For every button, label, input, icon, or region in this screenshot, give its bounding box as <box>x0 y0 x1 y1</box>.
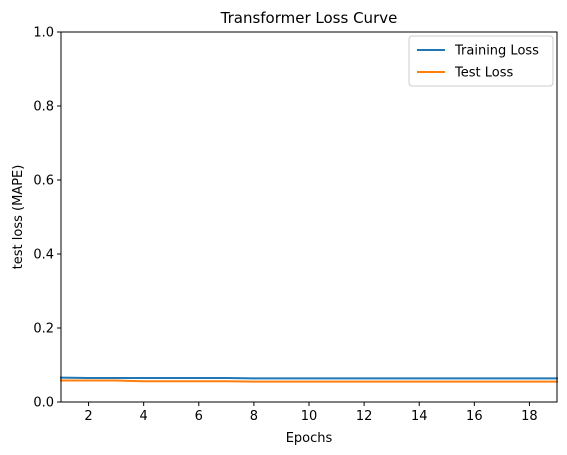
y-axis-label: test loss (MAPE) <box>11 165 26 270</box>
y-tick-label-4: 0.8 <box>33 100 54 115</box>
legend: Training Loss Test Loss <box>408 35 554 87</box>
series-layer <box>59 376 558 383</box>
legend-label-1: Test Loss <box>454 66 513 81</box>
x-tick-label-3: 8 <box>250 409 258 424</box>
x-tick-label-0: 2 <box>84 409 92 424</box>
x-tick-label-5: 12 <box>356 409 373 424</box>
y-tick-label-0: 0.0 <box>33 396 54 411</box>
y-tick-label-1: 0.2 <box>33 322 54 337</box>
x-tick-label-4: 10 <box>301 409 318 424</box>
y-tick-label-2: 0.4 <box>33 248 54 263</box>
series-line-0 <box>59 376 558 380</box>
x-tick-label-8: 18 <box>521 409 538 424</box>
y-tick-label-5: 1.0 <box>33 26 54 41</box>
series-line-1 <box>60 379 558 383</box>
x-tick-label-7: 16 <box>466 409 483 424</box>
x-axis-label: Epochs <box>286 431 333 446</box>
axes-layer: 2 4 6 8 10 12 14 16 18 0.0 0.2 0.4 0.6 0.8 1.0 <box>33 26 558 424</box>
x-tick-label-2: 6 <box>195 409 203 424</box>
chart-title: Transformer Loss Curve <box>220 9 398 27</box>
y-tick-label-3: 0.6 <box>33 174 54 189</box>
legend-frame <box>408 35 554 87</box>
legend-label-0: Training Loss <box>454 44 539 59</box>
x-tick-label-6: 14 <box>411 409 428 424</box>
x-tick-label-1: 4 <box>140 409 148 424</box>
